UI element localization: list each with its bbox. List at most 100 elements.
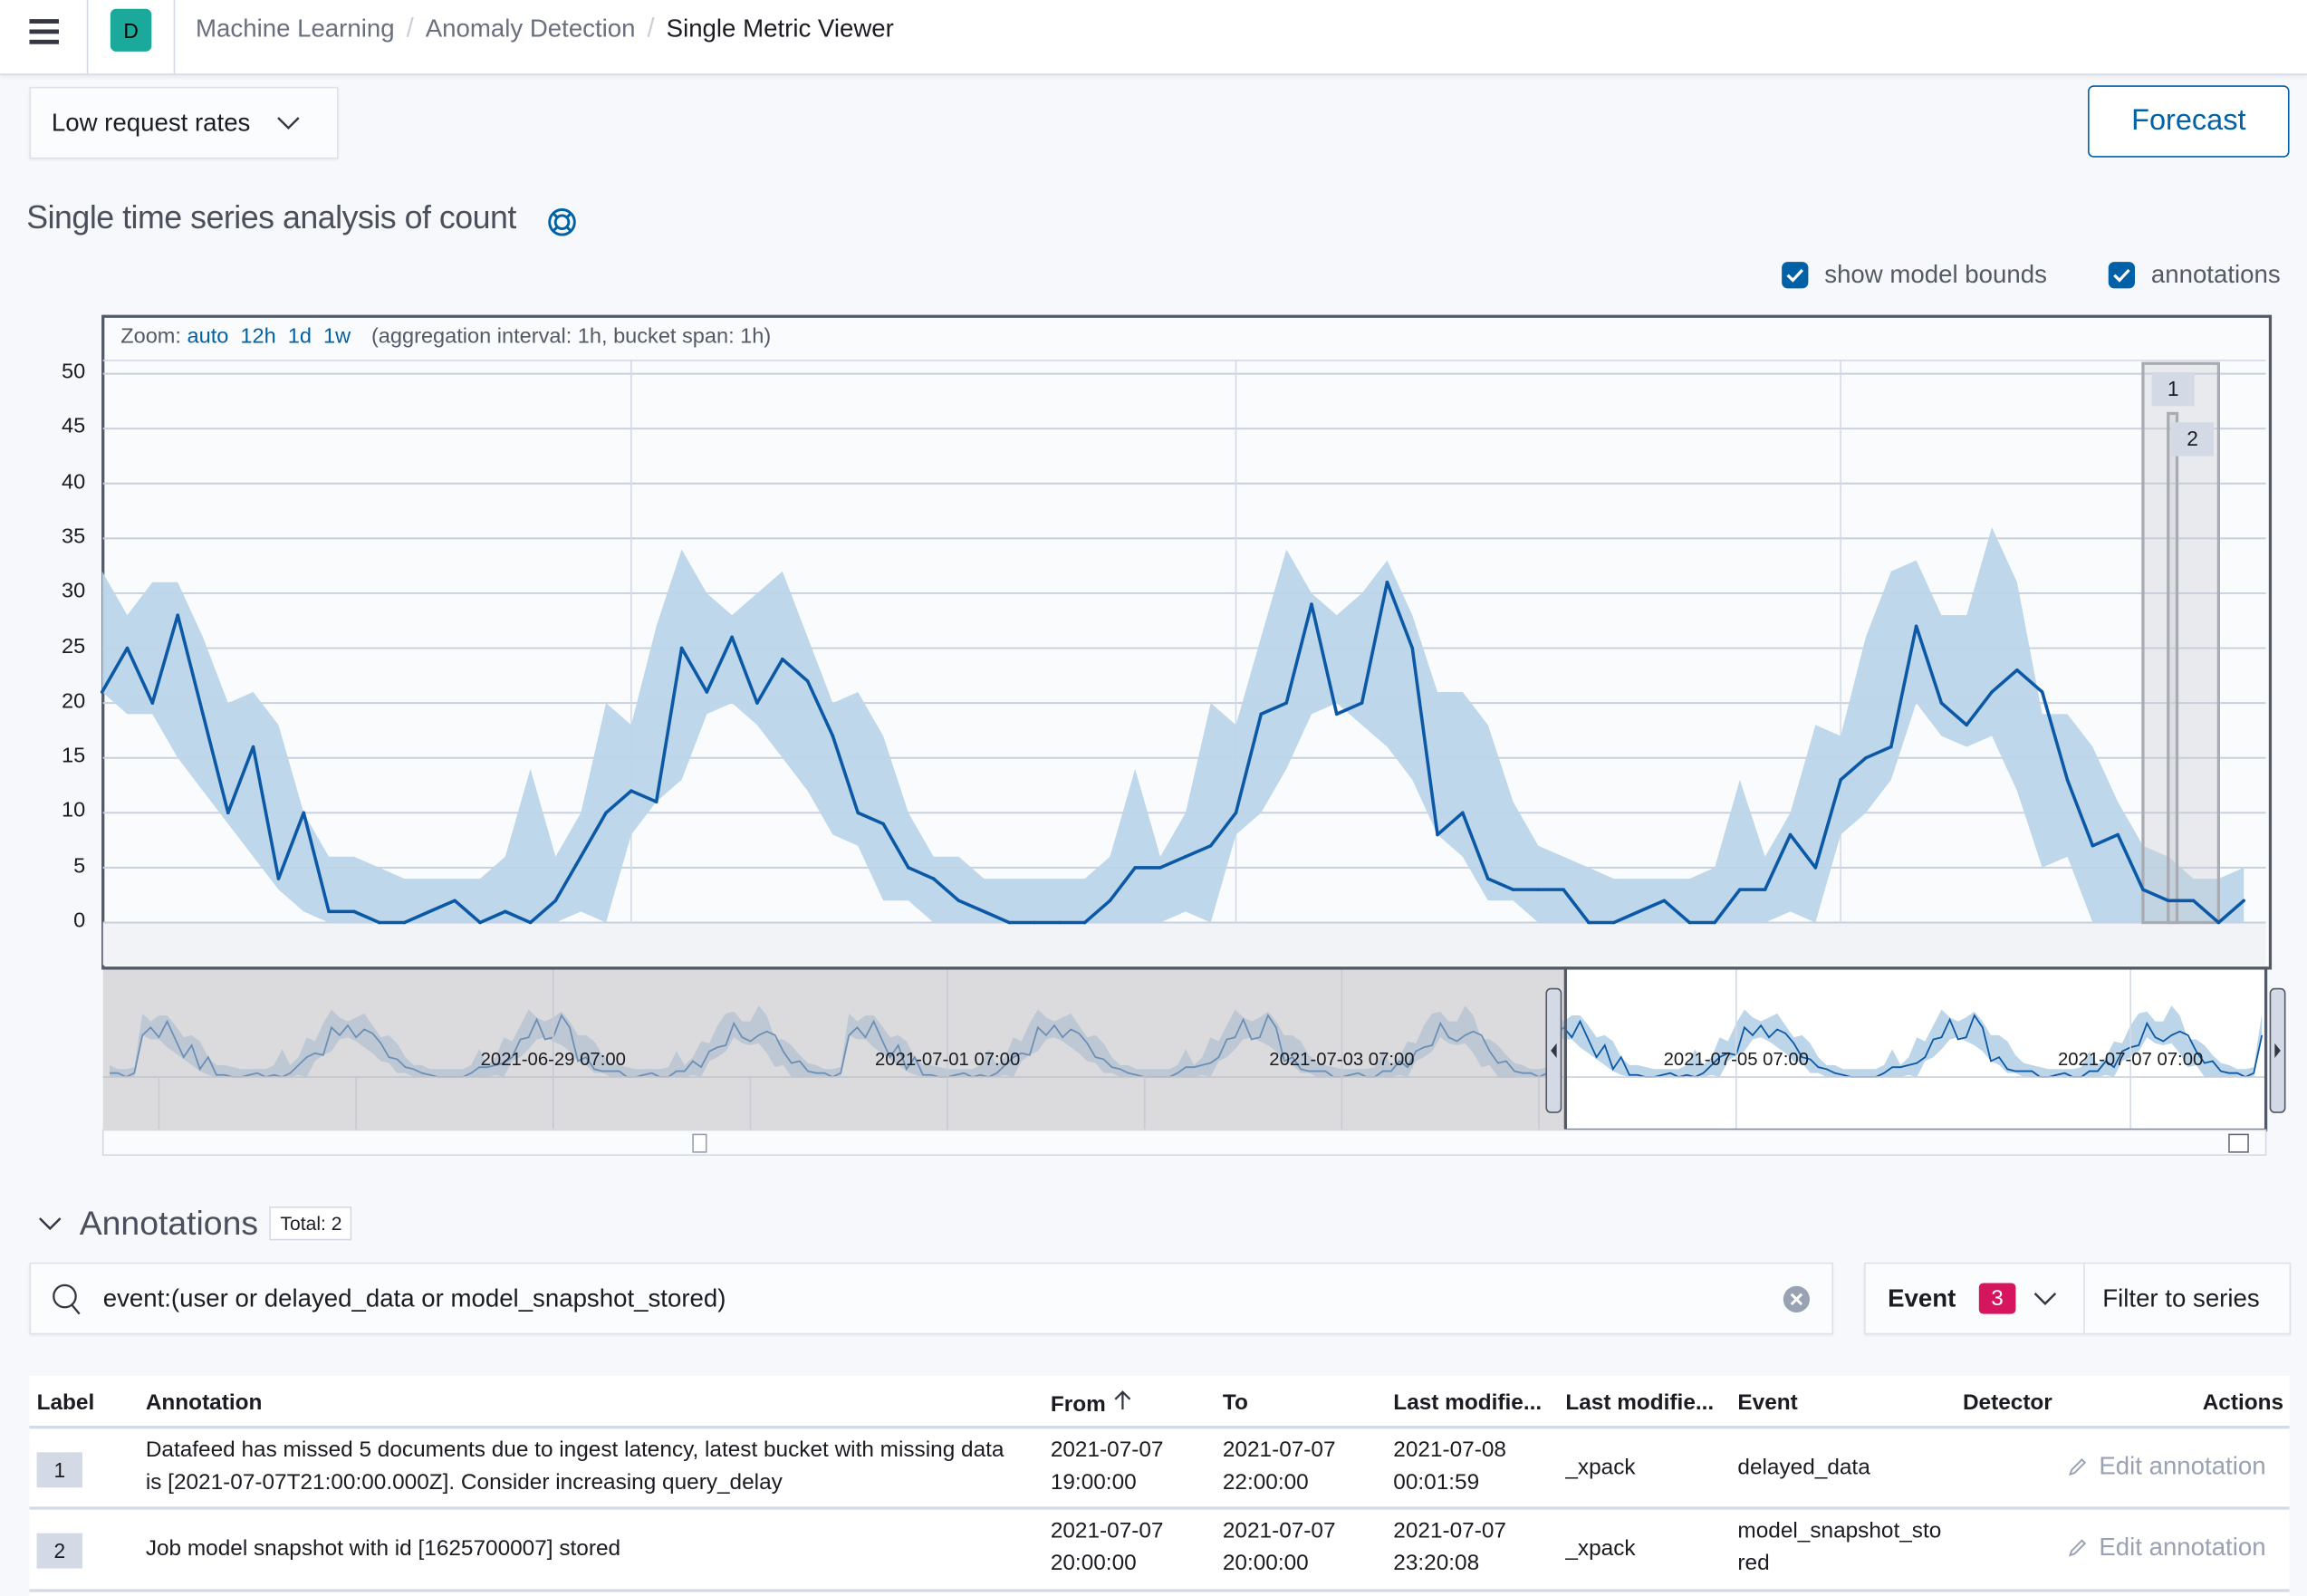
data-point — [931, 877, 936, 880]
data-point — [1839, 778, 1842, 782]
column-header-last-modified-date[interactable]: Last modifie... — [1393, 1390, 1543, 1416]
search-value: event:(user or delayed_data or model_sna… — [102, 1284, 726, 1312]
from-cell: 2021-07-07 19:00:00 — [1051, 1435, 1164, 1499]
data-point — [503, 909, 507, 914]
scroll-handle[interactable] — [2228, 1133, 2249, 1153]
to-date: 2021-07-07 — [1222, 1437, 1336, 1463]
breadcrumb-separator: / — [406, 13, 414, 43]
data-point — [2116, 832, 2120, 837]
data-point — [1385, 581, 1389, 584]
column-header-label[interactable]: Label — [36, 1390, 95, 1416]
show-model-bounds-toggle[interactable]: show model bounds — [1782, 261, 2047, 290]
data-point — [1461, 811, 1465, 815]
data-point — [780, 657, 784, 661]
event-cell: model_snapshot_sto red — [1737, 1515, 1941, 1580]
data-point — [1864, 755, 1868, 760]
data-point — [1033, 920, 1036, 925]
data-point — [1713, 920, 1716, 925]
annotation-label-box — [2171, 422, 2215, 457]
event-count-badge: 3 — [1979, 1283, 2015, 1314]
space-avatar[interactable]: D — [110, 8, 152, 52]
data-point — [478, 920, 482, 925]
chevron-down-icon — [277, 116, 300, 130]
context-x-tick-label: 2021-07-05 07:00 — [1663, 1049, 1809, 1070]
edit-annotation-button[interactable]: Edit annotation — [2067, 1534, 2266, 1562]
data-point — [1234, 811, 1238, 815]
divider — [86, 0, 89, 74]
column-header-last-modified-by[interactable]: Last modifie... — [1565, 1390, 1715, 1416]
annotations-header[interactable]: Annotations Total: 2 — [38, 1204, 352, 1244]
y-tick-label: 15 — [61, 745, 86, 769]
clear-icon[interactable] — [1782, 1284, 1811, 1312]
y-tick-label: 40 — [61, 470, 86, 495]
page-title: Single time series analysis of count — [26, 198, 516, 236]
context-x-tick-label: 2021-07-03 07:00 — [1269, 1049, 1415, 1070]
from-date: 2021-07-07 — [1050, 1437, 1164, 1463]
column-header-from[interactable]: From — [1051, 1390, 1132, 1417]
y-tick-label: 20 — [61, 689, 86, 714]
checkbox-checked[interactable] — [1782, 262, 1809, 289]
data-point — [1184, 855, 1187, 859]
scroll-handle[interactable] — [692, 1133, 707, 1153]
edit-annotation-label: Edit annotation — [2099, 1533, 2266, 1562]
sort-ascending-icon — [1113, 1390, 1130, 1410]
help-lifebuoy-icon[interactable] — [547, 207, 576, 236]
data-point — [553, 899, 558, 903]
context-x-tick-label: 2021-07-07 07:00 — [2057, 1049, 2204, 1070]
data-point — [1158, 866, 1162, 870]
chevron-down-icon[interactable] — [38, 1216, 62, 1231]
data-point — [1637, 909, 1641, 914]
data-point — [1410, 646, 1415, 650]
job-selector[interactable]: Low request rates — [29, 86, 339, 159]
data-point — [1284, 701, 1288, 705]
data-point — [2242, 899, 2245, 903]
breadcrumb-machine-learning[interactable]: Machine Learning — [196, 14, 395, 43]
data-point — [2141, 888, 2145, 891]
checkbox-checked[interactable] — [2108, 262, 2136, 289]
data-point — [1259, 712, 1264, 716]
zoom-12h[interactable]: 12h — [240, 324, 276, 349]
menu-icon[interactable] — [29, 19, 59, 43]
filter-to-series-button[interactable]: Filter to series — [2102, 1284, 2260, 1312]
event-cell: delayed_data — [1737, 1455, 1870, 1481]
event-filter-button[interactable]: Event 3 — [1866, 1264, 2085, 1333]
column-header-annotation[interactable]: Annotation — [145, 1390, 263, 1416]
zoom-1w[interactable]: 1w — [323, 324, 351, 349]
check-icon — [2113, 268, 2130, 283]
data-point — [881, 822, 885, 826]
chevron-right-icon — [2274, 1043, 2281, 1058]
breadcrumb-separator: / — [647, 13, 655, 43]
from-date: 2021-07-07 — [1050, 1518, 1164, 1543]
forecast-button[interactable]: Forecast — [2088, 85, 2290, 158]
zoom-1d[interactable]: 1d — [287, 324, 312, 349]
column-header-event[interactable]: Event — [1737, 1390, 1798, 1416]
model-bounds-area — [101, 527, 2245, 923]
data-point — [1511, 888, 1515, 891]
chevron-left-icon — [1551, 1043, 1557, 1058]
modified-cell: 2021-07-07 23:20:08 — [1393, 1515, 1506, 1580]
zoom-auto[interactable]: auto — [187, 324, 229, 349]
chevron-down-icon — [2033, 1292, 2056, 1305]
to-cell: 2021-07-07 20:00:00 — [1223, 1515, 1336, 1580]
context-x-tick-label: 2021-07-01 07:00 — [874, 1049, 1021, 1070]
data-point — [302, 811, 306, 815]
data-point — [226, 811, 230, 815]
edit-annotation-button[interactable]: Edit annotation — [2067, 1452, 2266, 1481]
column-header-detector[interactable]: Detector — [1962, 1390, 2052, 1416]
data-point — [1813, 866, 1818, 870]
data-point — [2065, 778, 2070, 782]
column-header-to[interactable]: To — [1222, 1390, 1248, 1416]
annotations-toggle[interactable]: annotations — [2108, 261, 2281, 290]
from-time: 19:00:00 — [1050, 1469, 1137, 1495]
data-point — [831, 734, 835, 738]
data-point — [630, 789, 633, 793]
annotation-label-text: 1 — [2168, 377, 2179, 400]
breadcrumb-anomaly-detection[interactable]: Anomaly Detection — [425, 14, 636, 43]
data-point — [2191, 899, 2196, 903]
data-point — [1965, 723, 1969, 727]
event-filter-label: Event — [1888, 1284, 1956, 1312]
annotation-search-input[interactable]: event:(user or delayed_data or model_sna… — [29, 1262, 1834, 1335]
data-point — [1436, 832, 1439, 837]
data-point — [755, 701, 759, 705]
